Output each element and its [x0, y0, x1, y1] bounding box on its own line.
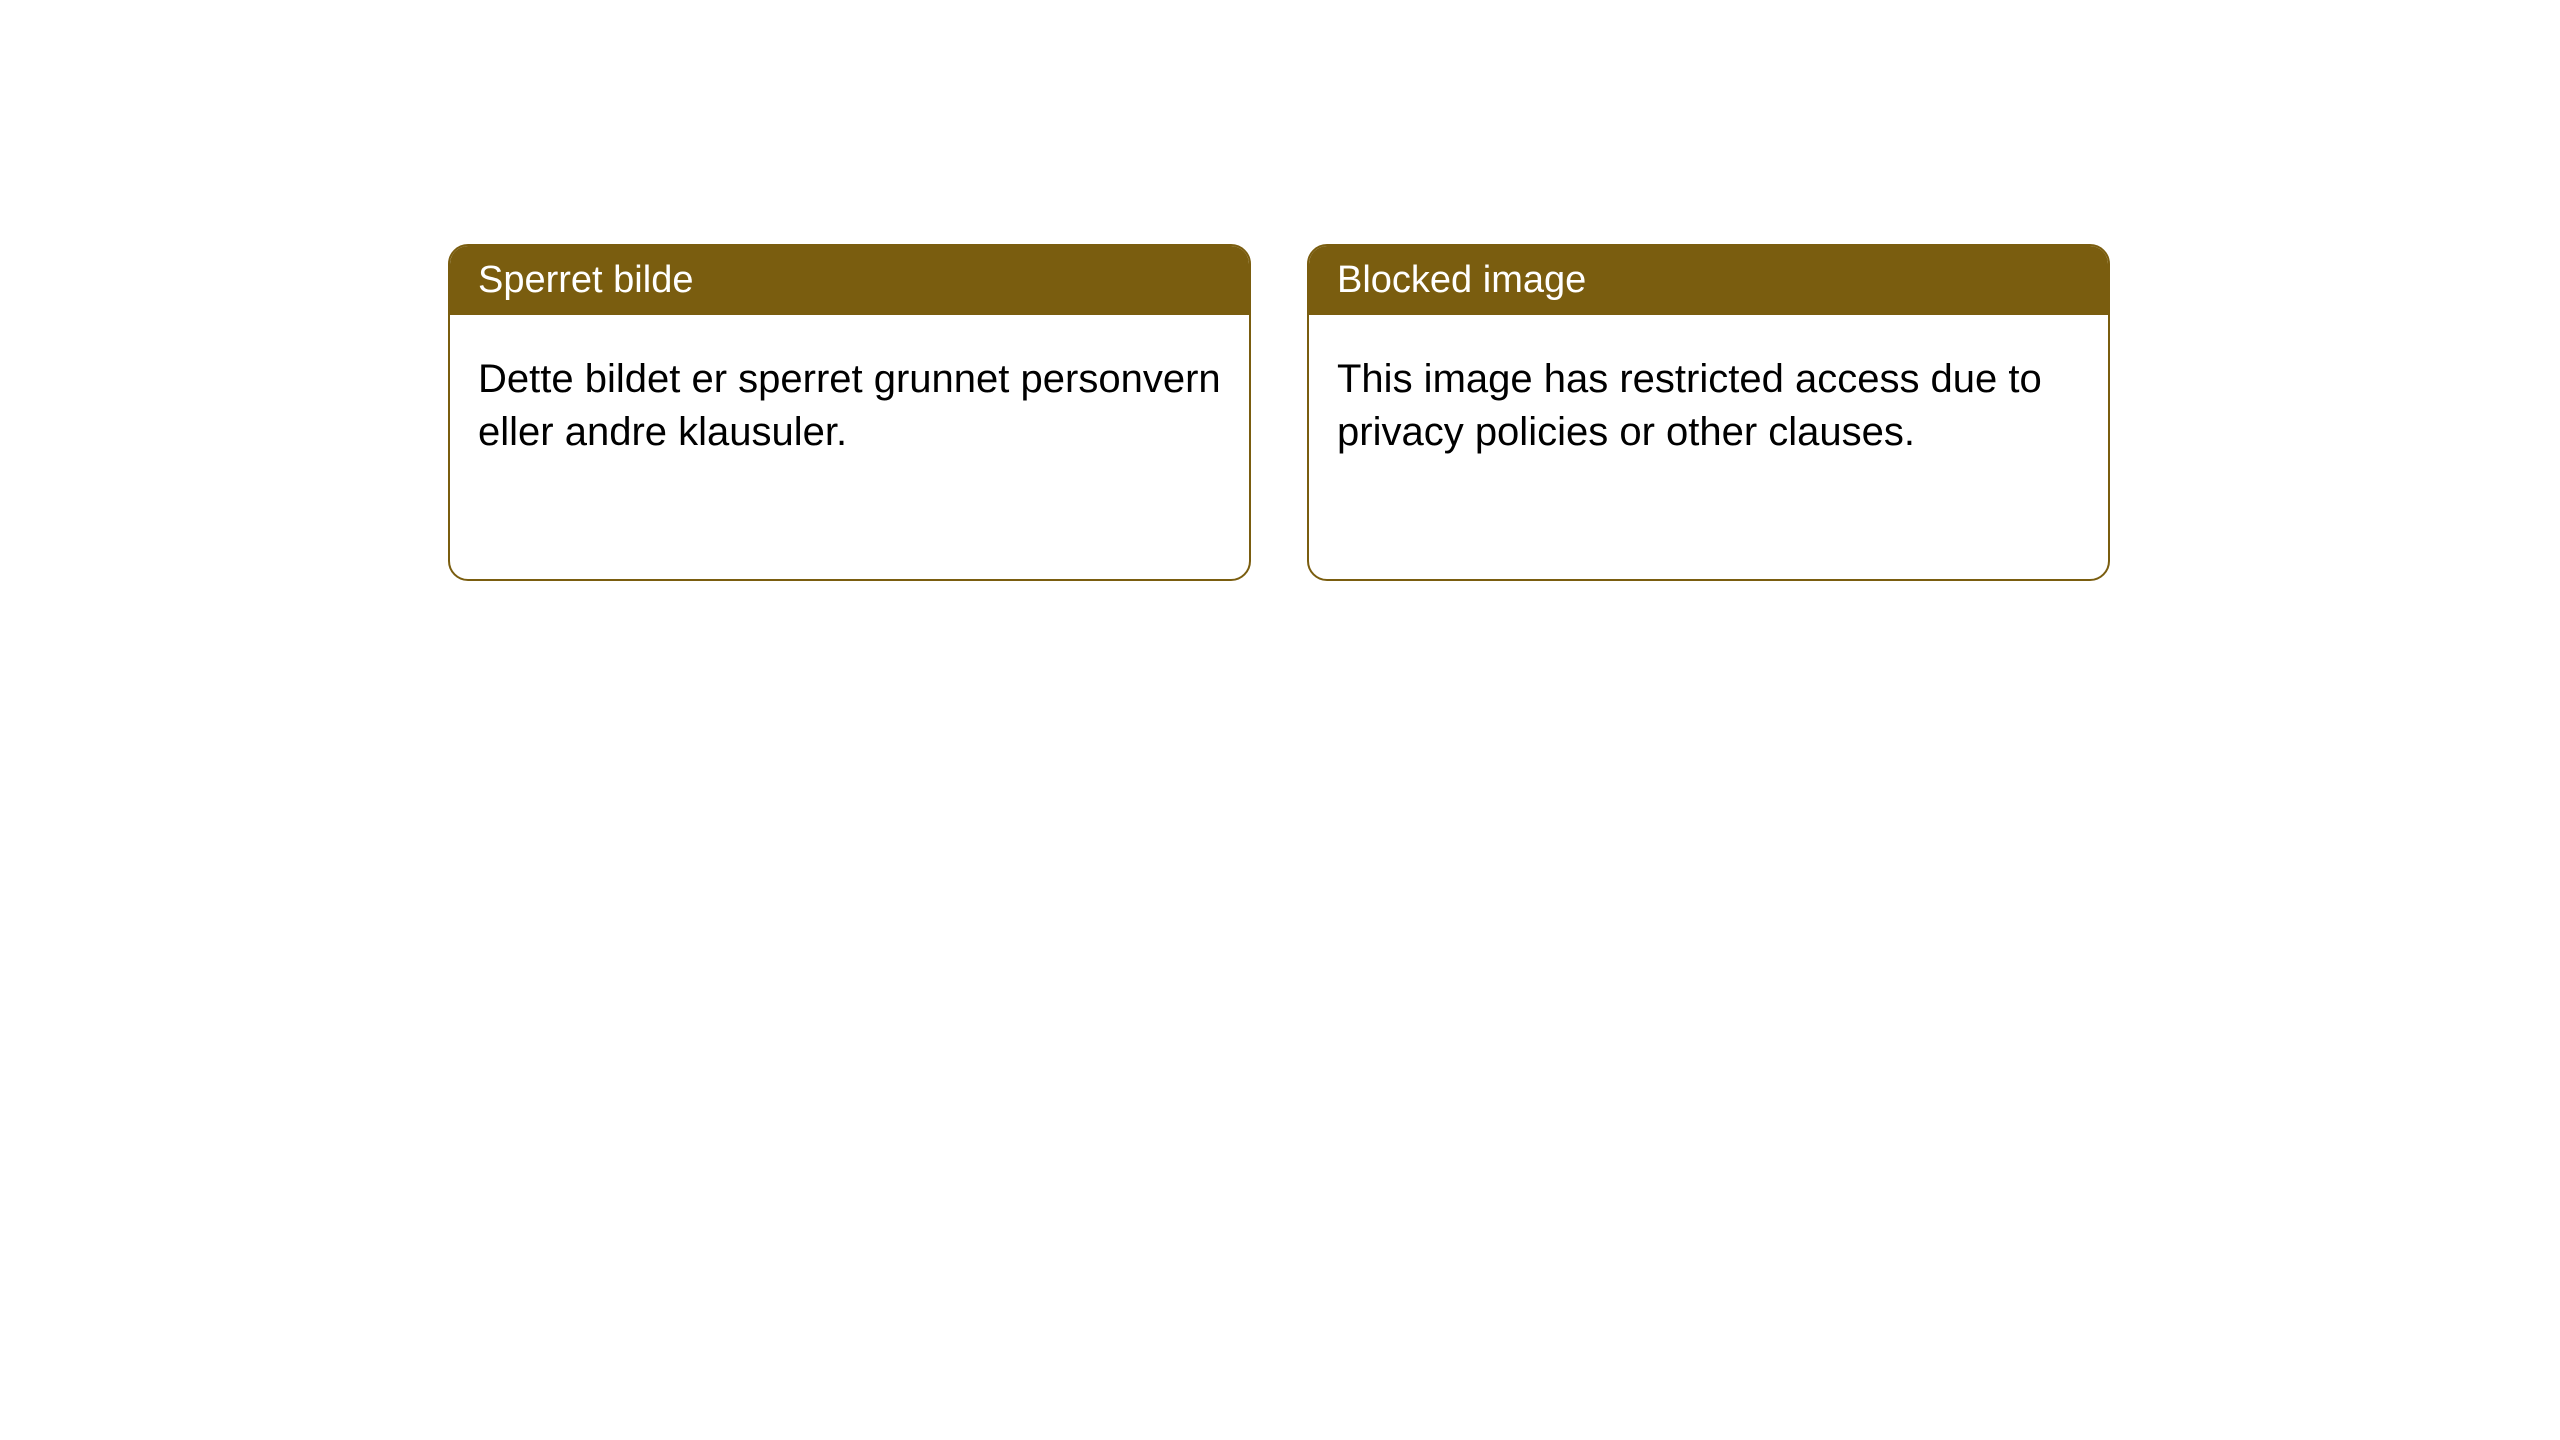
notice-body: This image has restricted access due to … [1309, 315, 2108, 497]
notice-body: Dette bildet er sperret grunnet personve… [450, 315, 1249, 497]
notice-card-english: Blocked image This image has restricted … [1307, 244, 2110, 581]
notice-title: Blocked image [1309, 246, 2108, 315]
notice-title: Sperret bilde [450, 246, 1249, 315]
notice-container: Sperret bilde Dette bildet er sperret gr… [0, 0, 2560, 581]
notice-card-norwegian: Sperret bilde Dette bildet er sperret gr… [448, 244, 1251, 581]
